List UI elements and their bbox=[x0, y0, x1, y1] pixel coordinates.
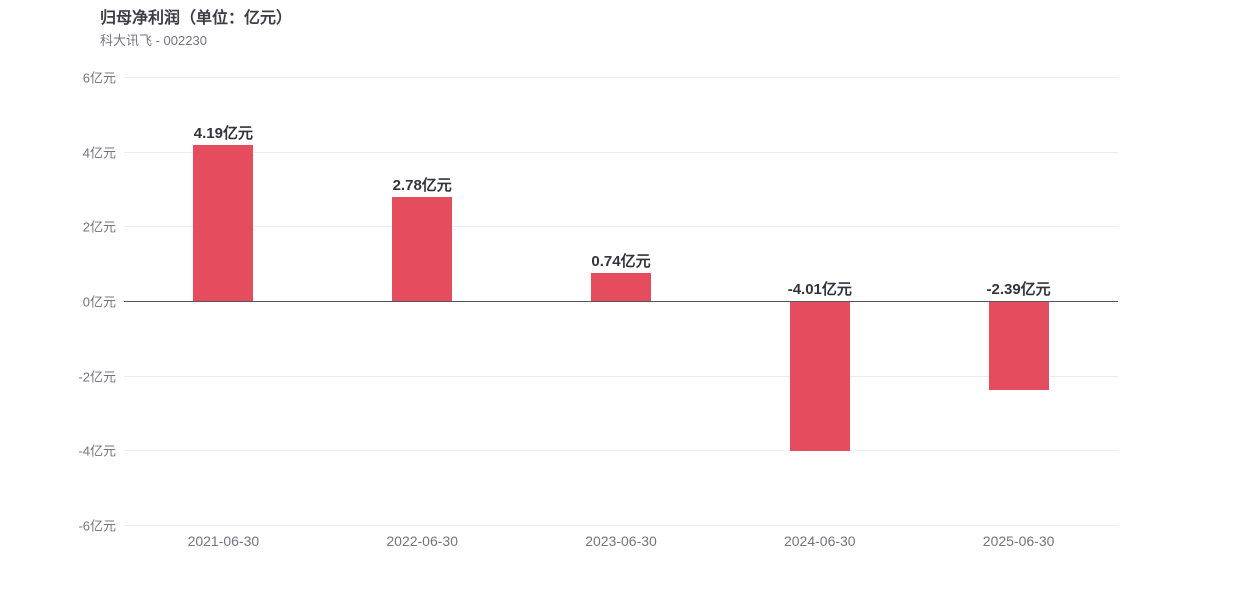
gridline bbox=[124, 151, 1118, 153]
x-axis-tick-label: 2023-06-30 bbox=[585, 533, 657, 549]
x-axis-tick-label: 2025-06-30 bbox=[982, 533, 1055, 549]
bar-2021-06-30 bbox=[193, 144, 254, 301]
gridline bbox=[124, 375, 1118, 377]
bar-2023-06-30 bbox=[591, 273, 651, 301]
gridline bbox=[124, 77, 1118, 78]
chart-subtitle: 科大讯飞 - 002230 bbox=[100, 33, 207, 48]
zero-axis-line bbox=[124, 301, 1118, 302]
plot-area: 6亿元 4亿元 2亿元 0亿元 -2亿元 -4亿元 -6亿元 4.19亿元 2021-06-30… bbox=[78, 71, 1118, 549]
bar-value-label: 2.78亿元 bbox=[392, 177, 452, 195]
bar-2024-06-30 bbox=[789, 301, 850, 451]
gridline bbox=[124, 226, 1118, 228]
y-axis-tick-label: -6亿元 bbox=[78, 518, 116, 534]
y-axis-tick-label: 0亿元 bbox=[82, 294, 116, 310]
chart-title: 归母净利润（单位：亿元） bbox=[100, 10, 293, 27]
bar-2025-06-30 bbox=[988, 301, 1049, 391]
x-axis-tick-label: 2021-06-30 bbox=[187, 533, 260, 549]
bar-value-label: -4.01亿元 bbox=[787, 281, 852, 298]
y-axis-tick-label: -4亿元 bbox=[78, 443, 116, 459]
bar-value-label: -2.39亿元 bbox=[986, 281, 1051, 298]
x-axis-tick-label: 2022-06-30 bbox=[386, 533, 458, 549]
y-axis-tick-label: -2亿元 bbox=[78, 369, 116, 385]
y-axis-tick-label: 2亿元 bbox=[82, 219, 116, 235]
x-axis-tick-label: 2024-06-30 bbox=[783, 533, 856, 549]
gridline bbox=[124, 525, 1118, 526]
gridline bbox=[124, 450, 1118, 452]
bar-value-label: 4.19亿元 bbox=[193, 124, 253, 142]
bar-value-label: 0.74亿元 bbox=[591, 253, 651, 271]
y-axis-tick-label: 4亿元 bbox=[82, 145, 116, 161]
bar-2022-06-30 bbox=[392, 197, 453, 301]
y-axis-tick-label: 6亿元 bbox=[82, 70, 116, 86]
